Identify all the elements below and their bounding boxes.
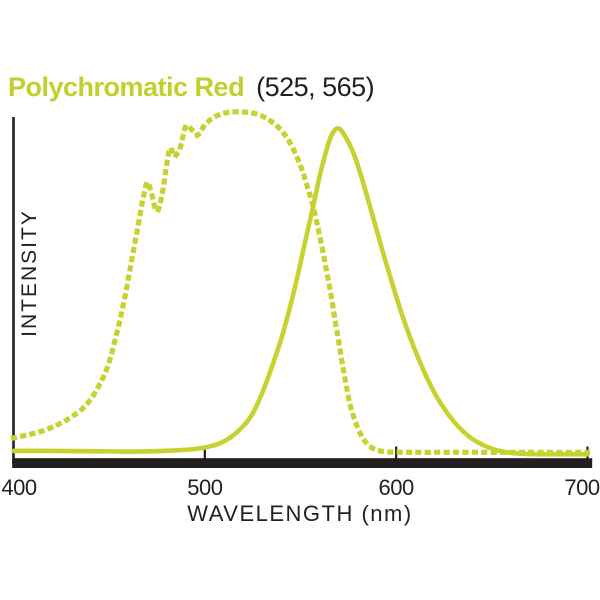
- peak-values-label: (525, 565): [256, 72, 375, 102]
- x-tick-label: 400: [1, 475, 37, 500]
- x-tick-label: 500: [187, 475, 223, 500]
- dye-name-label: Polychromatic Red: [8, 72, 245, 102]
- x-axis-label: WAVELENGTH (nm): [187, 501, 413, 526]
- x-tick-label: 600: [378, 475, 415, 500]
- chart-title: Polychromatic Red (525, 565): [8, 72, 375, 107]
- emission-curve: [11, 126, 590, 457]
- x-tick-label: 700: [564, 475, 600, 500]
- excitation-curve: [10, 109, 591, 455]
- y-axis-label: INTENSITY: [18, 209, 41, 337]
- x-axis-bar: [12, 458, 593, 468]
